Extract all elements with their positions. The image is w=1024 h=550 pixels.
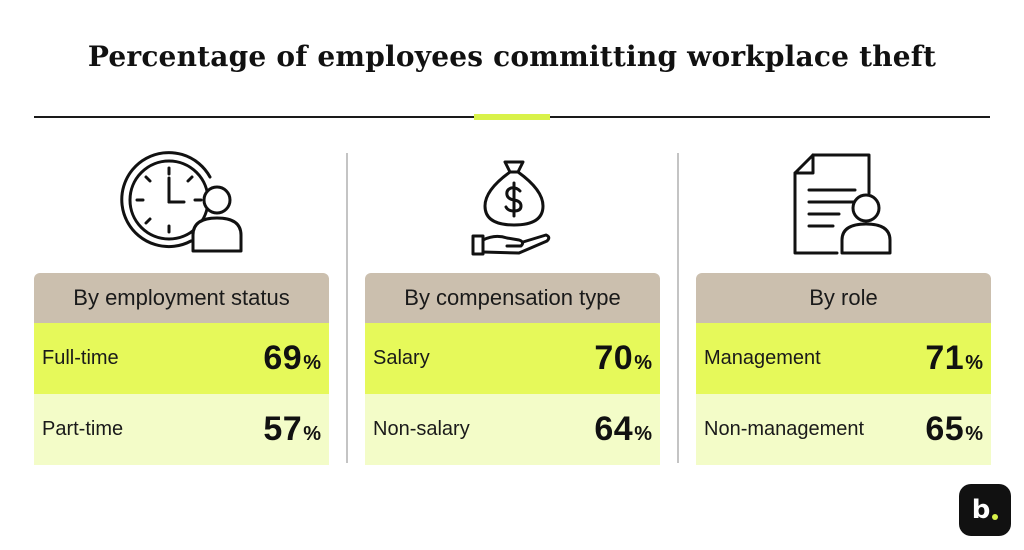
brand-logo: b [959,484,1011,536]
value-number: 71 [925,339,965,377]
row-label: Non-salary [373,418,470,440]
logo-letter: b [971,495,991,525]
value-unit: % [634,352,652,374]
table-row: Part-time 57% [34,394,329,465]
card-header: By employment status [34,273,329,323]
column-divider-2 [677,153,679,463]
row-label: Part-time [42,418,124,440]
value-number: 65 [925,410,965,448]
row-label: Non-management [704,418,865,440]
row-value: 69% [263,339,321,378]
row-value: 65% [925,410,983,449]
compensation-type-card: By compensation type Salary 70% Non-sala… [365,273,660,465]
role-card: By role Management 71% Non-management 65… [696,273,991,465]
table-row: Non-salary 64% [365,394,660,465]
value-unit: % [303,423,321,445]
value-number: 57 [263,410,303,448]
row-value: 70% [594,339,652,378]
row-value: 57% [263,410,321,449]
table-row: Non-management 65% [696,394,991,465]
value-unit: % [303,352,321,374]
document-person-icon [793,153,892,255]
row-label: Full-time [42,347,119,369]
card-header: By role [696,273,991,323]
row-value: 64% [594,410,652,449]
row-label: Salary [373,347,430,369]
clock-person-icon [120,151,243,253]
column-divider-1 [346,153,348,463]
title-divider-accent [474,114,550,120]
row-label: Management [704,347,821,369]
value-number: 64 [594,410,634,448]
table-row: Salary 70% [365,323,660,394]
value-unit: % [965,423,983,445]
value-number: 69 [263,339,303,377]
value-number: 70 [594,339,634,377]
logo-dot [992,514,999,520]
row-value: 71% [925,339,983,378]
table-row: Management 71% [696,323,991,394]
value-unit: % [634,423,652,445]
card-header: By compensation type [365,273,660,323]
value-unit: % [965,352,983,374]
money-bag-hand-icon [471,160,551,256]
table-row: Full-time 69% [34,323,329,394]
page-title: Percentage of employees committing workp… [87,40,937,73]
employment-status-card: By employment status Full-time 69% Part-… [34,273,329,465]
